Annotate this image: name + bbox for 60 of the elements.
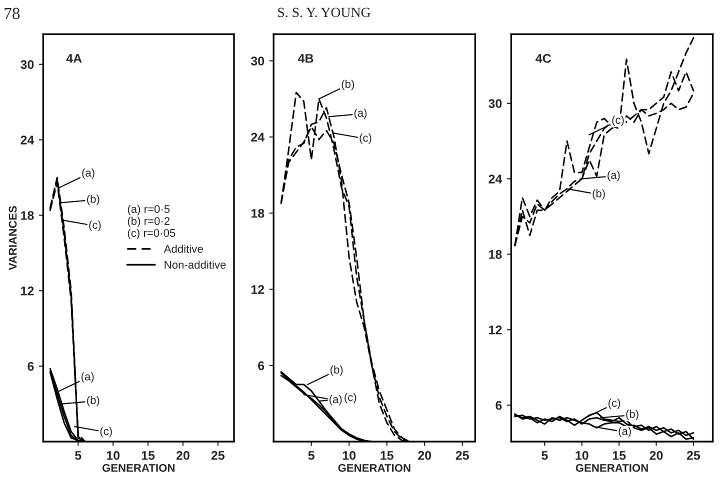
x-axis-title: GENERATION [338, 464, 410, 472]
annotation: (c) [608, 398, 620, 410]
annotation: (b) [330, 365, 343, 376]
x-tick-label: 5 [542, 451, 548, 460]
y-tick-label: 18 [489, 250, 502, 259]
annotation: (b) [87, 396, 100, 406]
annotation: (c) [344, 393, 356, 404]
annotation: (a) [82, 168, 94, 179]
text: S. S. Y. YOUNG [278, 8, 370, 18]
legend-title: (a) r=0·5 (b) r=0·2 (c) r=0·05 [128, 204, 176, 240]
annotation: (a) [81, 372, 94, 383]
y-tick-label: 24 [488, 174, 502, 184]
annotation: (b) [342, 80, 354, 90]
x-tick-label: 10 [106, 451, 120, 460]
y-tick-label: 24 [251, 132, 265, 142]
annotation: (b) [592, 189, 605, 200]
text: 78 [4, 8, 20, 20]
x-tick-label: 20 [176, 451, 190, 460]
annotation: (c) [360, 134, 372, 144]
x-axis-title: GENERATION [102, 464, 174, 472]
annotation: (b) [87, 194, 100, 206]
x-axis-title: GENERATION [576, 464, 648, 472]
annotation: (a) [354, 108, 367, 120]
y-tick-label: 30 [488, 99, 502, 108]
annotation: (c) [100, 426, 112, 438]
y-tick-label: 12 [21, 286, 34, 296]
annotation: (c) [612, 116, 624, 126]
x-tick-label: 15 [142, 451, 155, 460]
x-tick-label: 20 [418, 451, 432, 460]
y-tick-label: 18 [251, 208, 264, 218]
y-tick-label: 6 [496, 400, 502, 410]
y-tick-label: 24 [20, 136, 34, 144]
x-tick-label: 25 [686, 451, 700, 460]
annotation: (a) [618, 426, 631, 438]
y-tick-label: 12 [489, 326, 502, 334]
annotation: 4C [536, 54, 552, 63]
x-tick-label: 5 [308, 451, 314, 460]
x-tick-label: 15 [380, 451, 394, 460]
x-tick-label: 10 [342, 451, 356, 460]
x-tick-label: 20 [650, 451, 663, 460]
annotation: (b) [626, 410, 638, 420]
y-tick-label: 30 [20, 60, 34, 70]
annotation: (c) [89, 220, 101, 232]
annotation: 4A [66, 54, 82, 63]
y-axis-title: VARIANCES [8, 206, 17, 270]
y-tick-label: 30 [250, 56, 264, 66]
x-tick-label: 25 [211, 451, 225, 460]
x-tick-label: 15 [612, 451, 626, 460]
legend-label: Additive [164, 244, 203, 253]
annotation: 4B [298, 54, 314, 63]
y-tick-label: 18 [21, 211, 34, 220]
x-tick-label: 25 [456, 451, 469, 460]
y-tick-label: 6 [258, 361, 264, 370]
legend-label: Non-additive [164, 260, 226, 269]
x-tick-label: 5 [75, 451, 82, 460]
x-tick-label: 10 [576, 451, 588, 460]
y-tick-label: 12 [251, 285, 264, 294]
annotation: (a) [608, 170, 620, 182]
annotation: (a) [329, 395, 342, 406]
y-tick-label: 6 [28, 362, 34, 371]
